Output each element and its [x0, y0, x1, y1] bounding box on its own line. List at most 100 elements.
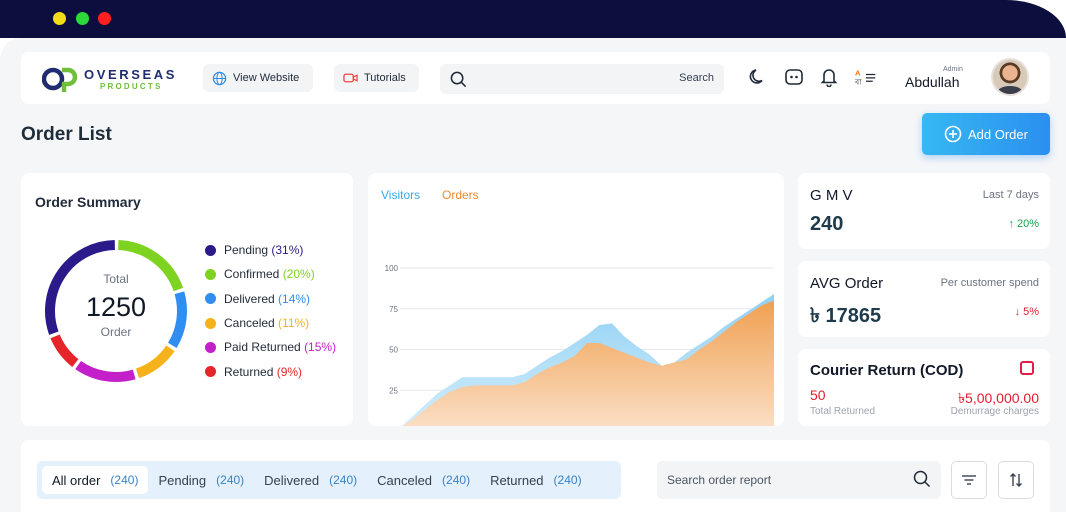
- donut-total-label: Total: [103, 272, 128, 286]
- courier-return-count-label: Total Returned: [810, 406, 876, 417]
- sort-button[interactable]: [998, 461, 1034, 499]
- tab-orders[interactable]: Orders: [442, 188, 479, 202]
- y-tick-label: 25: [389, 386, 398, 395]
- brand-tagline: PRODUCTS: [100, 82, 163, 91]
- tab-all-order[interactable]: All order (240): [42, 466, 149, 494]
- visitors-orders-card: Visitors Orders 025507510012345678910111…: [368, 173, 784, 426]
- svg-text:বা: বা: [855, 78, 862, 87]
- tutorials-button[interactable]: Tutorials: [334, 64, 419, 92]
- avg-order-sub: Per customer spend: [940, 277, 1039, 289]
- legend-dot: [205, 293, 216, 305]
- donut-slice-canceled[interactable]: [135, 345, 175, 379]
- window-titlebar: [0, 0, 1066, 38]
- avg-order-title: AVG Order: [810, 275, 884, 292]
- user-name[interactable]: Abdullah: [905, 74, 960, 90]
- gmv-value: 240: [810, 213, 844, 235]
- gmv-delta: ↑ 20%: [1008, 218, 1039, 230]
- donut-slice-paid-returned[interactable]: [75, 360, 136, 382]
- filter-button[interactable]: [951, 461, 987, 499]
- avatar[interactable]: [991, 58, 1029, 96]
- add-order-button[interactable]: Add Order: [922, 113, 1050, 155]
- legend-label: Confirmed (20%): [224, 267, 315, 282]
- video-camera-icon: [343, 73, 358, 83]
- gmv-delta-value: 20%: [1016, 218, 1039, 230]
- legend-percent: (15%): [304, 340, 337, 355]
- legend-percent: (20%): [282, 267, 315, 282]
- courier-return-amount-label: Demurrage charges: [950, 406, 1039, 417]
- search-icon: [450, 71, 467, 88]
- legend-item-confirmed: Confirmed (20%): [205, 262, 336, 286]
- brand-logo[interactable]: OVERSEAS PRODUCTS: [42, 65, 182, 93]
- filter-lines-icon: [962, 475, 976, 485]
- tab-count: (240): [110, 473, 139, 487]
- legend-item-pending: Pending (31%): [205, 238, 336, 262]
- legend-dot: [205, 366, 216, 378]
- tab-returned[interactable]: Returned (240): [480, 466, 592, 494]
- legend-percent: (11%): [278, 316, 310, 331]
- discord-icon[interactable]: [783, 66, 805, 88]
- legend-percent: (31%): [271, 243, 304, 258]
- donut-slice-pending[interactable]: [45, 240, 116, 335]
- donut-slice-delivered[interactable]: [167, 291, 187, 348]
- plus-circle-icon: [944, 125, 962, 143]
- avg-order-delta: ↓ 5%: [1015, 306, 1039, 318]
- order-filter-bar: All order (240) Pending (240) Delivered (24…: [21, 440, 1050, 512]
- legend-percent: (9%): [276, 364, 303, 379]
- gmv-card: G M V Last 7 days 240 ↑ 20%: [798, 173, 1050, 249]
- courier-return-amount: ৳5,00,000.00: [958, 390, 1039, 406]
- gmv-period[interactable]: Last 7 days: [982, 189, 1039, 201]
- legend-percent: (14%): [278, 291, 311, 306]
- tab-pending[interactable]: Pending (240): [148, 466, 254, 494]
- search-icon: [913, 470, 931, 488]
- legend-dot: [205, 341, 216, 353]
- minimize-dot[interactable]: [53, 12, 66, 25]
- globe-icon: [212, 71, 227, 85]
- maximize-dot[interactable]: [76, 12, 89, 25]
- tab-canceled[interactable]: Canceled (240): [367, 466, 480, 494]
- legend-item-paid-returned: Paid Returned (15%): [205, 335, 336, 359]
- donut-slice-confirmed[interactable]: [117, 240, 184, 292]
- gmv-title: G M V: [810, 187, 853, 204]
- view-website-button[interactable]: View Website: [203, 64, 313, 92]
- page-title: Order List: [21, 124, 112, 145]
- tab-label: Returned: [490, 472, 544, 488]
- add-order-label: Add Order: [968, 126, 1028, 142]
- tab-count: (240): [216, 473, 245, 487]
- order-summary-legend: Pending (31%) Confirmed (20%) Delivered (1…: [205, 238, 336, 384]
- courier-return-title: Courier Return (COD): [810, 362, 964, 379]
- tab-delivered[interactable]: Delivered (240): [254, 466, 367, 494]
- close-dot[interactable]: [98, 12, 111, 25]
- legend-dot: [205, 244, 216, 256]
- legend-label: Pending (31%): [224, 243, 304, 258]
- legend-item-canceled: Canceled (11%): [205, 311, 336, 335]
- header-search[interactable]: Search: [440, 64, 724, 94]
- app-screen: OVERSEAS PRODUCTS View Website Tutorials…: [0, 38, 1066, 512]
- donut-total-value: 1250: [86, 292, 146, 322]
- tab-visitors[interactable]: Visitors: [381, 188, 421, 202]
- language-icon[interactable]: A বা: [855, 66, 877, 88]
- view-website-label: View Website: [233, 72, 300, 84]
- sort-arrows-icon: [1010, 473, 1022, 487]
- y-tick-label: 75: [389, 305, 398, 314]
- moon-icon[interactable]: [747, 66, 769, 88]
- order-summary-card: Order Summary Total 1250 Order Pending (…: [21, 173, 353, 426]
- visitors-orders-chart: 0255075100123456789101112131415161718192…: [385, 264, 774, 426]
- svg-text:A: A: [855, 68, 861, 77]
- order-search-placeholder: Search order report: [667, 473, 772, 487]
- donut-slice-returned[interactable]: [50, 334, 79, 367]
- order-search-input[interactable]: Search order report: [657, 461, 941, 499]
- user-role: Admin: [943, 66, 963, 73]
- tutorials-label: Tutorials: [364, 72, 406, 84]
- legend-label: Delivered (14%): [224, 291, 311, 306]
- y-tick-label: 100: [385, 264, 399, 273]
- legend-dot: [205, 317, 216, 329]
- arrow-up-icon: ↑: [1008, 218, 1014, 230]
- bell-icon[interactable]: [818, 66, 840, 88]
- order-donut-chart: Total 1250 Order: [45, 240, 187, 382]
- order-summary-title: Order Summary: [35, 194, 141, 210]
- return-icon[interactable]: [1020, 361, 1034, 375]
- avg-order-delta-value: 5%: [1023, 306, 1039, 318]
- brand-name: OVERSEAS: [84, 67, 178, 82]
- donut-total-unit: Order: [101, 325, 132, 339]
- y-tick-label: 50: [389, 346, 398, 355]
